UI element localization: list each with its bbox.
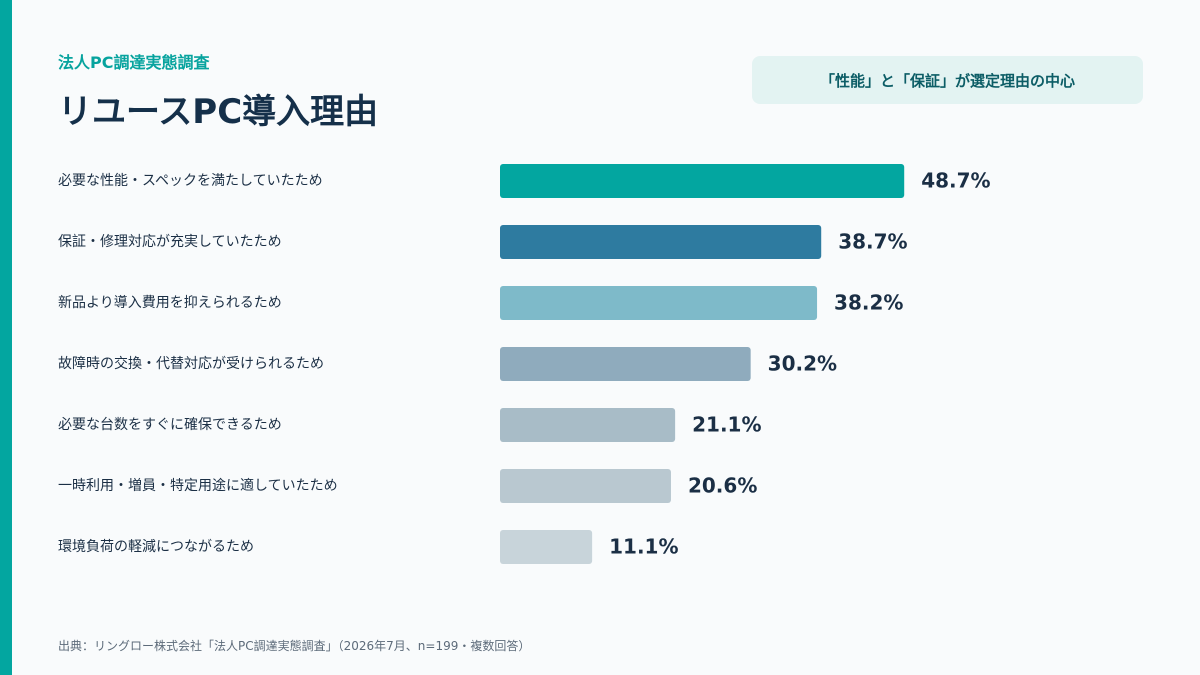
category-label: 保証・修理対応が充実していたため (58, 234, 282, 250)
category-label: 新品より導入費用を抑えられるため (58, 295, 282, 311)
category-label: 一時利用・増員・特定用途に適していたため (58, 477, 338, 494)
value-label: 20.6% (688, 474, 757, 498)
bar (500, 286, 818, 320)
survey-eyebrow: 法人PC調達実態調査 (58, 53, 210, 72)
bar (500, 164, 905, 198)
bar-chart: 必要な性能・スペックを満たしていたため 48.7% 保証・修理対応が充実していたため… (58, 164, 991, 564)
category-label: 必要な性能・スペックを満たしていたため (58, 173, 323, 189)
category-label: 故障時の交換・代替対応が受けられるため (58, 355, 324, 372)
source-note: 出典：リングロー株式会社「法人PC調達実態調査」（2026年7月、n=199・複… (58, 639, 531, 653)
bar (500, 530, 593, 564)
value-label: 38.2% (834, 291, 903, 315)
bar (500, 408, 676, 442)
value-label: 30.2% (768, 352, 837, 376)
category-label: 環境負荷の軽減につながるため (58, 538, 254, 555)
category-label: 必要な台数をすぐに確保できるため (58, 417, 282, 433)
page-title: リユースPC導入理由 (58, 92, 379, 132)
bar (500, 347, 751, 381)
value-label: 48.7% (921, 169, 990, 193)
key-finding-callout: 「性能」と「保証」が選定理由の中心 (752, 56, 1143, 104)
bar (500, 225, 822, 259)
value-label: 11.1% (609, 535, 678, 559)
chart-rows: 必要な性能・スペックを満たしていたため 48.7% 保証・修理対応が充実していたため… (58, 164, 991, 564)
value-label: 38.7% (838, 230, 907, 254)
left-accent-bar (0, 0, 12, 675)
bar (500, 469, 671, 503)
value-label: 21.1% (692, 413, 761, 437)
